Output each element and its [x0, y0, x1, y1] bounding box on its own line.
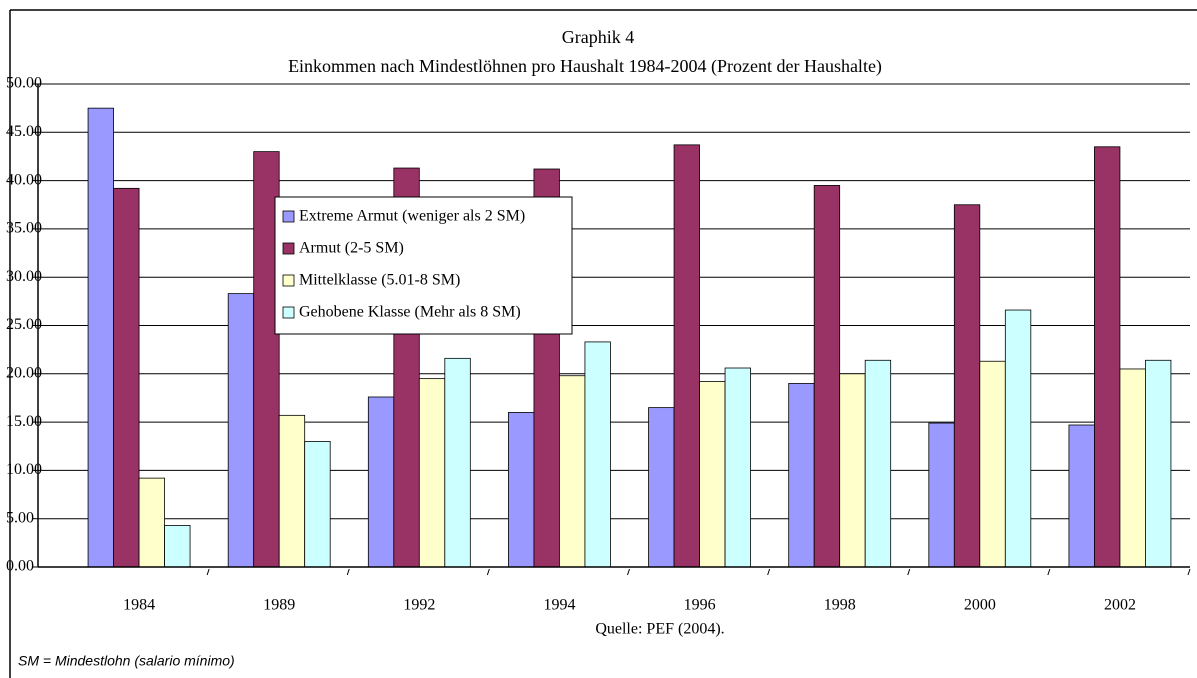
- x-tick: [1187, 568, 1191, 576]
- bar: [839, 373, 866, 568]
- bar: [788, 383, 815, 568]
- bar: [1068, 424, 1095, 568]
- bar: [164, 525, 191, 568]
- bar: [87, 107, 114, 568]
- y-tick-label: 35.00: [6, 220, 42, 237]
- x-tick-label: 1992: [403, 597, 435, 614]
- bar: [304, 441, 331, 568]
- y-tick-label: 10.00: [6, 461, 42, 478]
- x-tick-label: 1989: [263, 597, 295, 614]
- bar: [813, 185, 841, 568]
- x-tick-label: 2002: [1104, 597, 1136, 614]
- x-tick-label: 1996: [684, 597, 716, 614]
- legend-label: Mittelklasse (5.01-8 SM): [299, 272, 460, 289]
- footnote: SM = Mindestlohn (salario mínimo): [18, 653, 235, 669]
- x-tick: [206, 568, 210, 576]
- y-tick-label: 50.00: [6, 75, 42, 92]
- y-tick-label: 30.00: [6, 268, 42, 285]
- legend-label: Extreme Armut (weniger als 2 SM): [299, 208, 525, 225]
- bar: [113, 187, 140, 568]
- chart-title: Graphik 4: [562, 27, 634, 47]
- y-tick-label: 0.00: [6, 558, 34, 575]
- legend-label: Gehobene Klasse (Mehr als 8 SM): [299, 304, 521, 321]
- bar: [953, 204, 981, 568]
- bar: [227, 293, 255, 568]
- bar: [1094, 146, 1121, 568]
- y-tick-label: 45.00: [6, 123, 42, 140]
- x-tick-label: 1984: [123, 597, 155, 614]
- x-tick-label: 1994: [543, 597, 575, 614]
- bar: [418, 378, 446, 568]
- bar: [648, 407, 675, 568]
- x-tick: [1047, 568, 1051, 576]
- bar: [864, 359, 892, 568]
- x-tick: [346, 568, 350, 576]
- bar: [559, 375, 586, 568]
- y-tick-label: 25.00: [6, 316, 42, 333]
- bar: [979, 360, 1006, 568]
- y-tick-label: 20.00: [6, 364, 42, 381]
- bar: [673, 144, 700, 568]
- y-tick-label: 15.00: [6, 413, 42, 430]
- y-tick-label: 5.00: [6, 509, 34, 526]
- legend-label: Armut (2-5 SM): [299, 240, 404, 257]
- legend-swatch: [282, 306, 295, 319]
- bar: [1145, 359, 1172, 568]
- bar: [138, 477, 165, 568]
- bar: [584, 341, 611, 568]
- bar: [508, 412, 535, 568]
- source: Quelle: PEF (2004).: [595, 621, 724, 638]
- y-tick-label: 40.00: [6, 171, 42, 188]
- bar: [1119, 368, 1146, 568]
- x-tick: [627, 568, 630, 576]
- x-tick: [907, 568, 911, 576]
- bar: [724, 367, 751, 568]
- bar: [367, 396, 395, 568]
- bar: [928, 422, 955, 568]
- chart-subtitle: Einkommen nach Mindestlöhnen pro Haushal…: [288, 56, 882, 77]
- bar: [1004, 309, 1032, 568]
- x-tick-label: 2000: [964, 597, 996, 614]
- bar: [278, 414, 306, 568]
- legend-box: [274, 196, 573, 335]
- bar: [444, 357, 471, 568]
- legend-swatch: [282, 242, 295, 255]
- x-tick: [486, 568, 490, 576]
- x-tick-label: 1998: [824, 597, 856, 614]
- legend-swatch: [282, 210, 295, 223]
- bar: [699, 381, 726, 568]
- legend-swatch: [282, 274, 295, 287]
- x-tick: [767, 568, 771, 576]
